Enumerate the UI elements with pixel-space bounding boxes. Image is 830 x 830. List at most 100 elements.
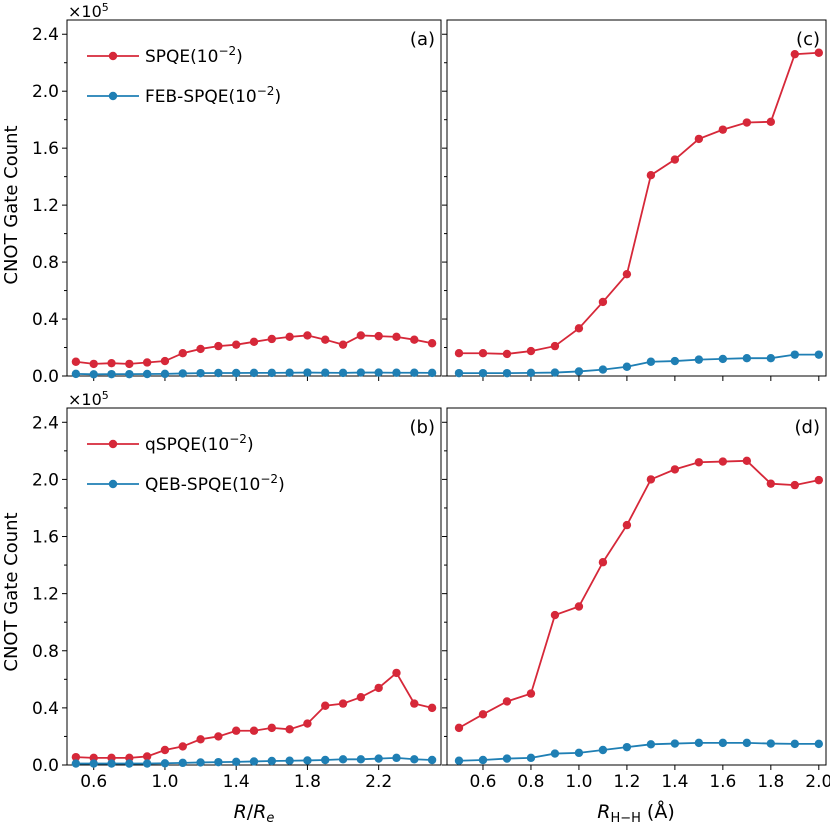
data-point <box>267 756 277 766</box>
x-tick-label: 0.6 <box>469 772 496 792</box>
data-point <box>742 354 752 363</box>
data-point <box>410 368 419 377</box>
y-tick-label: 0.0 <box>32 367 59 387</box>
data-point <box>502 697 512 706</box>
data-point <box>694 458 704 467</box>
data-point <box>574 367 584 376</box>
data-point <box>231 757 241 767</box>
data-point <box>303 756 312 765</box>
data-point <box>454 723 464 733</box>
data-point <box>178 369 187 378</box>
y-tick-label: 1.2 <box>32 196 59 216</box>
axes-frame <box>66 19 442 377</box>
data-point <box>526 689 536 698</box>
data-point <box>178 742 187 751</box>
x-tick-label: 1.6 <box>709 772 736 792</box>
y-tick-label: 0.8 <box>32 642 59 662</box>
data-point <box>670 465 680 474</box>
panel-c: (c) <box>442 19 827 381</box>
x-tick-label: 1.8 <box>757 772 784 792</box>
data-point <box>303 719 312 728</box>
data-point <box>694 355 704 364</box>
y-tick-label: 2.0 <box>32 82 59 102</box>
data-point <box>107 369 116 379</box>
x-tick-label: 2.0 <box>805 772 830 792</box>
data-point <box>478 368 488 378</box>
data-point <box>550 368 560 377</box>
panel-label: (d) <box>795 417 820 438</box>
data-point <box>214 732 223 741</box>
data-point <box>356 692 366 702</box>
data-point <box>285 756 294 765</box>
y-tick-label: 0.4 <box>32 699 59 719</box>
data-point <box>718 738 728 748</box>
data-point <box>249 726 259 735</box>
data-point <box>742 118 752 127</box>
data-point <box>718 457 728 466</box>
data-point <box>454 756 464 765</box>
data-point <box>285 332 294 342</box>
data-point <box>646 171 656 180</box>
data-point <box>338 699 348 708</box>
multiplier-bottom: ×105 <box>68 389 109 409</box>
data-point <box>718 354 728 364</box>
data-point <box>321 335 330 344</box>
data-point <box>550 749 560 758</box>
data-point <box>622 742 632 752</box>
data-point <box>374 754 383 763</box>
data-point <box>249 757 259 766</box>
panel-a: 0.0 0.4 0.8 1.2 1.6 2.0 2.4 (a) SPQE(10−2) FEB-SP… <box>32 19 442 387</box>
data-point <box>89 370 98 379</box>
data-point <box>574 324 584 333</box>
data-point <box>766 117 776 127</box>
data-point <box>502 754 512 763</box>
data-point <box>249 368 259 378</box>
data-point <box>214 368 223 378</box>
data-point <box>231 340 241 349</box>
data-point <box>814 739 824 749</box>
data-point <box>742 456 752 466</box>
series-line-blue <box>458 741 819 762</box>
data-point <box>303 368 312 377</box>
legend-marker <box>108 51 118 61</box>
data-point <box>598 365 608 374</box>
data-point <box>550 610 560 620</box>
data-point <box>598 297 608 307</box>
data-point <box>356 755 366 764</box>
data-point <box>321 701 330 710</box>
panel-label: (b) <box>410 417 435 438</box>
x-tick-label: 0.6 <box>80 772 107 792</box>
data-point <box>196 735 205 744</box>
data-point <box>766 479 776 488</box>
data-point <box>160 759 170 768</box>
data-point <box>574 602 584 611</box>
data-point <box>646 357 656 366</box>
panel-d: 0.6 0.8 1.0 1.2 1.4 1.6 1.8 2.0 (d) <box>442 407 830 792</box>
data-point <box>71 759 81 768</box>
data-point <box>71 357 81 366</box>
x-tick-label: 1.4 <box>661 772 688 792</box>
data-point <box>125 369 134 379</box>
legend-label: QEB-SPQE(10−2) <box>145 472 285 495</box>
y-tick-label: 0.4 <box>32 310 59 330</box>
data-point <box>622 269 632 279</box>
data-point <box>107 358 116 368</box>
data-point <box>526 753 536 763</box>
series-line-red <box>458 51 819 355</box>
data-point <box>790 739 800 749</box>
data-point <box>160 745 170 755</box>
data-point <box>125 359 134 369</box>
data-point <box>338 755 348 764</box>
data-point <box>502 368 512 378</box>
y-tick-label: 1.6 <box>32 528 59 548</box>
data-point <box>766 354 776 363</box>
y-tick-label: 1.6 <box>32 139 59 159</box>
data-point <box>196 344 205 354</box>
data-point <box>427 703 437 713</box>
data-point <box>502 349 512 359</box>
data-point <box>410 755 419 764</box>
data-point <box>321 755 330 765</box>
ylabel-top: CNOT Gate Count <box>1 125 22 284</box>
data-point <box>338 368 348 378</box>
data-point <box>670 739 680 748</box>
